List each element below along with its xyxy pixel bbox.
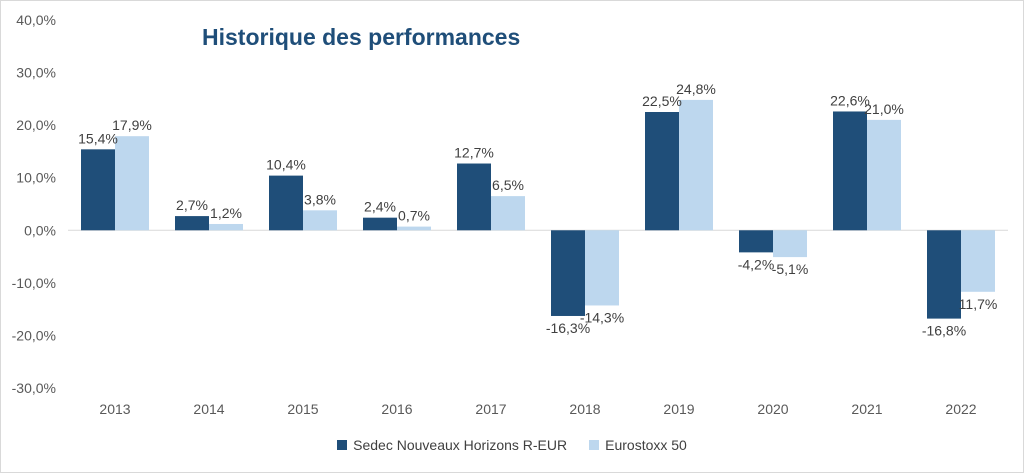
data-label-fund: 22,5% [642, 93, 682, 109]
x-tick-label: 2016 [381, 401, 412, 417]
data-label-index: 3,8% [304, 191, 336, 207]
data-label-index: -5,1% [772, 261, 809, 277]
y-tick-label: 0,0% [24, 222, 56, 238]
legend-label-fund: Sedec Nouveaux Horizons R-EUR [353, 437, 568, 453]
x-tick-label: 2020 [757, 401, 788, 417]
bar-fund [739, 230, 773, 253]
bar-index [961, 230, 995, 292]
data-label-index: 17,9% [112, 117, 152, 133]
data-label-fund: 2,4% [364, 199, 396, 215]
x-tick-label: 2022 [945, 401, 976, 417]
data-label-fund: 15,4% [78, 130, 118, 146]
legend-label-index: Eurostoxx 50 [605, 437, 687, 453]
bar-index [773, 230, 807, 258]
x-tick-label: 2018 [569, 401, 600, 417]
bar-fund [269, 175, 303, 231]
x-tick-label: 2017 [475, 401, 506, 417]
bar-index [397, 226, 431, 231]
chart-title: Historique des performances [202, 24, 521, 50]
bar-index [491, 196, 525, 231]
bar-fund [175, 216, 209, 231]
chart-legend: Sedec Nouveaux Horizons R-EUR Eurostoxx … [0, 437, 1024, 453]
legend-item-index: Eurostoxx 50 [589, 437, 687, 453]
bar-index [867, 119, 901, 231]
data-label-index: 1,2% [210, 205, 242, 221]
y-tick-label: 40,0% [16, 12, 56, 28]
x-tick-label: 2015 [287, 401, 318, 417]
y-tick-label: -10,0% [12, 275, 56, 291]
legend-swatch-fund [337, 440, 348, 450]
bar-index [679, 99, 713, 231]
bar-fund [81, 149, 115, 231]
legend-item-fund: Sedec Nouveaux Horizons R-EUR [337, 437, 567, 453]
bar-index [303, 210, 337, 231]
data-label-index: 6,5% [492, 177, 524, 193]
y-tick-label: -20,0% [12, 327, 56, 343]
data-label-fund: -16,3% [546, 320, 590, 336]
data-label-fund: 2,7% [176, 197, 208, 213]
y-tick-label: 30,0% [16, 65, 56, 81]
y-tick-label: 10,0% [16, 170, 56, 186]
bar-fund [457, 163, 491, 231]
data-label-fund: -4,2% [738, 256, 775, 272]
data-label-fund: 10,4% [266, 157, 306, 173]
legend-swatch-index [589, 440, 600, 450]
y-tick-label: 20,0% [16, 117, 56, 133]
x-tick-label: 2021 [851, 401, 882, 417]
data-label-fund: -16,8% [922, 323, 966, 339]
data-label-index: 0,7% [398, 208, 430, 224]
data-label-index: 11,7% [959, 296, 998, 312]
data-label-index: 21,0% [864, 101, 904, 117]
x-tick-label: 2014 [193, 401, 224, 417]
bar-fund [551, 230, 585, 316]
bar-index [585, 230, 619, 306]
data-label-fund: 22,6% [830, 92, 870, 108]
data-label-index: 24,8% [676, 81, 716, 97]
bar-fund [645, 112, 679, 231]
bar-index [115, 136, 149, 231]
bar-fund [927, 230, 961, 319]
bar-index [209, 223, 243, 231]
data-label-index: -14,3% [580, 309, 624, 325]
x-tick-label: 2013 [99, 401, 130, 417]
x-tick-label: 2019 [663, 401, 694, 417]
bar-fund [833, 111, 867, 231]
data-label-fund: 12,7% [454, 145, 494, 161]
bar-fund [363, 217, 397, 231]
y-tick-label: -30,0% [12, 380, 56, 396]
